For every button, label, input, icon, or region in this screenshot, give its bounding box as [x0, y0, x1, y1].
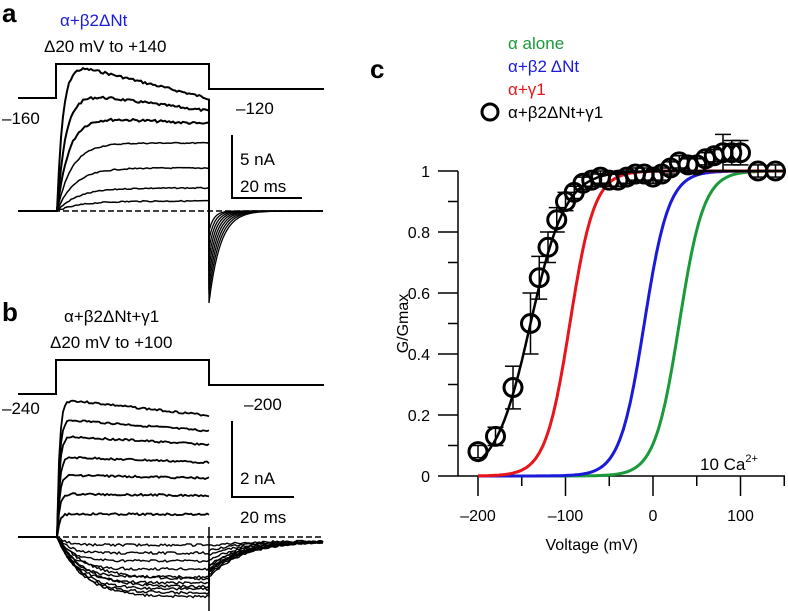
x-tick-label: 100	[727, 508, 754, 525]
panel-b-scale-bar	[231, 421, 294, 498]
panel-a-letter: a	[2, 0, 17, 28]
x-tick-label: –100	[548, 508, 584, 525]
panel-a-scale-time: 20 ms	[240, 177, 286, 196]
current-trace	[56, 511, 210, 539]
current-trace	[56, 492, 210, 537]
panel-a-construct-label: α+β2ΔNt	[60, 11, 128, 30]
tail-current-trace	[208, 210, 323, 268]
panel-a-current-traces	[18, 67, 323, 304]
y-tick-label: 1	[421, 164, 430, 181]
fit-curve-1a9a3a	[478, 169, 785, 478]
y-tick-label: 0.2	[408, 408, 430, 425]
current-trace	[56, 473, 210, 538]
current-trace	[18, 199, 210, 212]
current-trace	[18, 95, 210, 212]
current-trace	[18, 141, 210, 212]
legend-marker-circle	[480, 102, 500, 122]
panel-b-scale-time: 20 ms	[240, 508, 286, 527]
chart-data-points	[467, 133, 786, 463]
panel-b-voltage-protocol	[18, 359, 324, 395]
tail-current-trace	[208, 210, 323, 250]
chart-legend: α alone α+β2 ΔNt α+γ1 α+β2ΔNt+γ1	[480, 34, 603, 122]
data-point	[730, 142, 751, 164]
fit-curve-black	[477, 169, 785, 463]
current-trace	[56, 419, 210, 537]
inward-current-trace	[18, 536, 324, 589]
x-tick-label: –200	[460, 508, 496, 525]
y-tick-label: 0.6	[408, 286, 430, 303]
x-tick-label: 0	[649, 508, 658, 525]
x-axis-label: Voltage (mV)	[546, 537, 638, 554]
tail-current-trace	[208, 210, 323, 304]
current-trace	[18, 117, 210, 212]
y-tick-label: 0.8	[408, 225, 430, 242]
current-trace	[18, 186, 210, 212]
panel-a-scale-current: 5 nA	[240, 150, 276, 169]
current-trace	[56, 435, 210, 538]
inward-current-trace	[18, 536, 324, 582]
data-point	[502, 377, 524, 399]
panel-b-construct-label: α+β2ΔNt+γ1	[64, 307, 159, 326]
fit-curve-1a1adb	[478, 169, 785, 478]
tail-current-trace	[208, 210, 323, 286]
panel-b: b α+β2ΔNt+γ1 Δ20 mV to +100 –240 –200 2 …	[2, 297, 324, 611]
data-point	[485, 425, 506, 447]
panel-a-protocol-label: Δ20 mV to +140	[44, 37, 166, 56]
legend-entry: α+γ1	[508, 80, 546, 99]
inward-current-trace	[18, 536, 324, 563]
tail-current-trace	[208, 210, 323, 277]
current-trace	[18, 166, 210, 212]
panel-a-holding-label: –160	[2, 109, 40, 128]
y-tick-label: 0.4	[408, 347, 430, 364]
data-point	[467, 441, 489, 463]
legend-entry: α+β2 ΔNt	[508, 57, 579, 76]
panel-b-tail-label: –200	[244, 395, 282, 414]
ion-condition-superscript: 2+	[745, 453, 758, 465]
panel-a-voltage-protocol	[18, 63, 324, 99]
ion-condition-annotation: 10 Ca2+	[700, 453, 758, 474]
panel-b-holding-label: –240	[2, 399, 40, 418]
data-point	[520, 313, 541, 334]
current-trace	[56, 399, 210, 537]
data-point	[528, 267, 550, 289]
panel-b-scale-current: 2 nA	[240, 469, 276, 488]
y-axis-label: G/Gmax	[395, 294, 412, 354]
data-point	[537, 236, 559, 258]
panel-a-tail-label: –120	[236, 99, 274, 118]
current-trace	[18, 67, 210, 212]
inward-current-trace	[18, 536, 324, 548]
panel-b-current-traces	[18, 399, 324, 611]
legend-entry: α alone	[508, 34, 564, 53]
data-point	[765, 160, 786, 182]
y-tick-label: 0	[421, 469, 430, 486]
fit-curve-e8161a	[478, 169, 785, 478]
panel-a-scale-bar	[231, 135, 302, 199]
ion-condition-text: 10 Ca	[700, 455, 746, 474]
panel-a: a α+β2ΔNt Δ20 mV to +140 –160 –120 5 nA …	[2, 0, 324, 304]
panel-c-letter: c	[370, 54, 384, 84]
current-trace	[56, 456, 210, 537]
legend-entry: α+β2ΔNt+γ1	[508, 103, 603, 122]
panel-b-letter: b	[2, 297, 18, 327]
chart-axes: 0 0.2 0.4 0.6 0.8 1 –200 –100 0 100 Voltage (mV) G/…	[395, 164, 785, 554]
panel-b-protocol-label: Δ20 mV to +100	[50, 333, 172, 352]
chart-fit-curves	[477, 169, 785, 478]
data-point	[546, 209, 568, 231]
